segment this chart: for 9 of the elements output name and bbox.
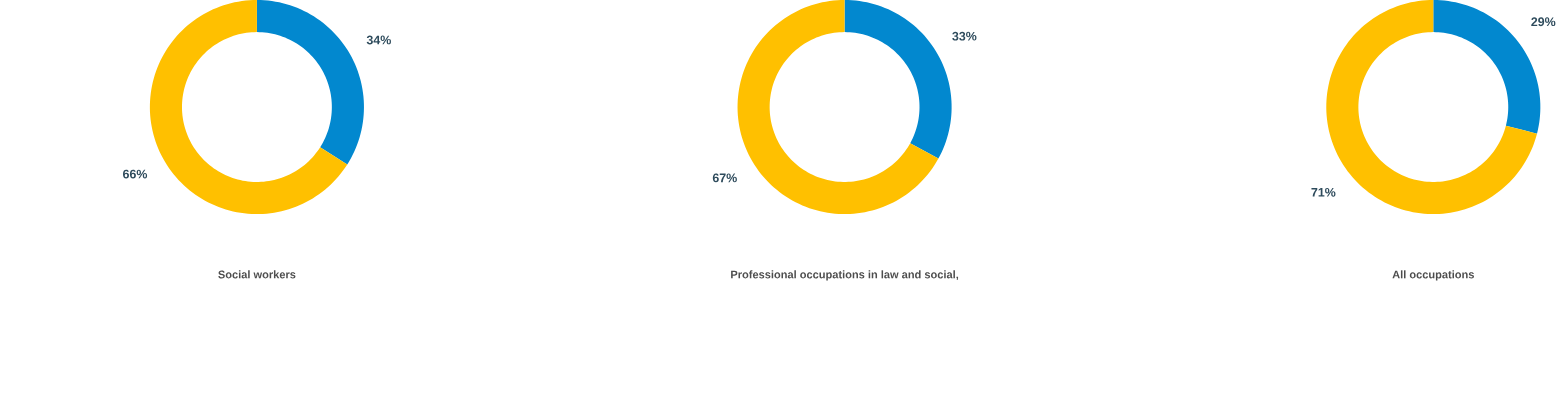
- data-label: 29%: [1531, 17, 1556, 27]
- data-label: 66%: [122, 169, 148, 179]
- data-label: 33%: [952, 31, 977, 41]
- text: All occupations: [1392, 270, 1474, 281]
- text: Social workers: [218, 270, 296, 279]
- data-label: 34%: [366, 35, 391, 45]
- data-label: 67%: [712, 173, 737, 183]
- text: Professional occupations in law and social,: [731, 270, 959, 281]
- data-label: 71%: [1311, 187, 1336, 197]
